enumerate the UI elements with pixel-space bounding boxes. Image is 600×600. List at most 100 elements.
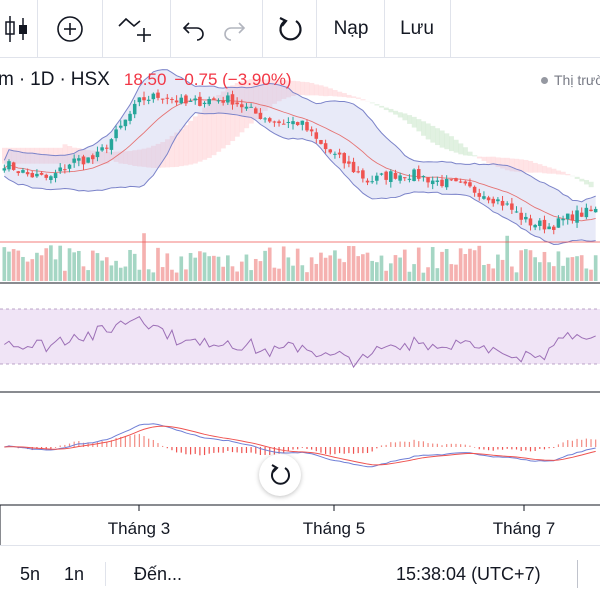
ichimoku-cloud-segment (327, 88, 333, 96)
candle-body (165, 97, 170, 99)
volume-bar (491, 268, 496, 281)
volume-bar (375, 262, 379, 281)
volume-bar (556, 251, 561, 281)
ichimoku-cloud-segment (337, 91, 343, 97)
candle-body (551, 226, 556, 230)
ichimoku-cloud-segment (388, 108, 394, 113)
candle-body (496, 199, 500, 202)
ichimoku-cloud-segment (295, 81, 301, 95)
ichimoku-cloud-segment (286, 80, 291, 98)
range-5y-button[interactable]: 5n (20, 564, 41, 584)
volume-bar (216, 256, 221, 281)
volume-bar (39, 255, 44, 281)
volume-bar (109, 265, 114, 281)
ichimoku-cloud-segment (216, 94, 222, 152)
ichimoku-cloud-segment (369, 102, 375, 104)
ichimoku-cloud-segment (290, 80, 296, 97)
candle-body (156, 92, 160, 98)
candle-body (547, 226, 551, 230)
candle-body (53, 173, 58, 179)
volume-bar (388, 263, 393, 281)
ichimoku-cloud-segment (579, 178, 585, 182)
volume-bar (361, 254, 365, 281)
candle-body (593, 208, 598, 213)
volume-bar (398, 257, 402, 281)
load-layout-button[interactable]: Nạp (333, 17, 369, 39)
candle-body (416, 169, 421, 179)
candle-body (347, 161, 351, 164)
candle-body (44, 174, 49, 178)
reset-chart-button[interactable] (268, 0, 312, 57)
volume-bar (412, 264, 416, 281)
ichimoku-cloud-segment (220, 91, 226, 149)
redo-button[interactable] (216, 0, 252, 57)
macd-pane (4, 423, 597, 468)
save-layout-button[interactable]: Lưu (400, 17, 434, 39)
chart-area[interactable]: Tháng 3 Tháng 5 Tháng 7 (0, 58, 600, 545)
volume-bar (53, 259, 58, 281)
volume-bar (21, 256, 25, 281)
volume-bar (305, 272, 309, 281)
volume-bar (533, 257, 537, 281)
candle-body (412, 169, 416, 182)
volume-bar (202, 252, 207, 281)
candle-body (533, 224, 537, 228)
ichimoku-cloud-segment (318, 85, 324, 96)
volume-bar (132, 253, 137, 281)
candle-body (328, 149, 333, 153)
candle-body (561, 218, 565, 221)
ichimoku-cloud-segment (584, 180, 589, 185)
ichimoku-cloud-segment (132, 150, 138, 167)
clock-timezone[interactable]: 15:38:04 (UTC+7) (396, 564, 541, 584)
volume-bar (142, 233, 146, 281)
goto-date-button[interactable]: Đến... (134, 564, 183, 584)
reset-scale-button[interactable] (259, 454, 301, 496)
volume-bar (384, 270, 388, 281)
volume-bar (258, 261, 263, 281)
candle-body (91, 155, 95, 160)
ichimoku-cloud-segment (85, 150, 91, 164)
volume-bar (184, 269, 188, 281)
volume-bar (123, 266, 128, 281)
candle-body (589, 209, 593, 212)
candle-body (249, 106, 253, 108)
rsi-band (0, 309, 600, 364)
indicators-button[interactable] (106, 0, 166, 57)
ichimoku-cloud-segment (169, 135, 175, 168)
volume-bar (2, 247, 7, 281)
ichimoku-cloud-segment (62, 144, 68, 164)
bollinger-upper-line (3, 69, 596, 203)
undo-button[interactable] (176, 0, 212, 57)
candle-body (375, 175, 379, 181)
candle-body (426, 177, 430, 183)
volume-bar (342, 262, 347, 281)
market-status[interactable]: Thị trường (540, 72, 600, 88)
add-indicator-button[interactable] (42, 0, 98, 57)
candle-body (505, 203, 509, 205)
candle-body (384, 171, 388, 180)
ichimoku-cloud-segment (253, 79, 259, 120)
ichimoku-cloud-segment (39, 147, 45, 164)
candle-body (291, 121, 295, 125)
volume-bar (49, 245, 53, 281)
volume-bar (370, 260, 374, 281)
candle-body (104, 147, 109, 149)
candle-body (528, 218, 533, 226)
volume-bar (570, 257, 575, 281)
volume-bar (565, 257, 570, 281)
candle-body (11, 162, 16, 170)
symbol-legend[interactable]: m · 1D · HSX 18.50 −0.75 (−3.90%) (0, 66, 292, 94)
candle-body (584, 207, 589, 218)
volume-bar (347, 245, 351, 281)
volume-bar (379, 255, 384, 281)
time-axis-label: Tháng 3 (108, 519, 170, 538)
ichimoku-cloud-segment (118, 151, 124, 164)
volume-bar (393, 255, 398, 281)
candle-body (123, 119, 128, 127)
candle-body (118, 125, 123, 128)
candle-body (458, 181, 463, 183)
range-1y-button[interactable]: 1n (64, 564, 85, 584)
candlestick-chart-type-button[interactable] (0, 0, 34, 57)
candle-body (309, 129, 314, 132)
ichimoku-cloud-segment (504, 157, 510, 171)
